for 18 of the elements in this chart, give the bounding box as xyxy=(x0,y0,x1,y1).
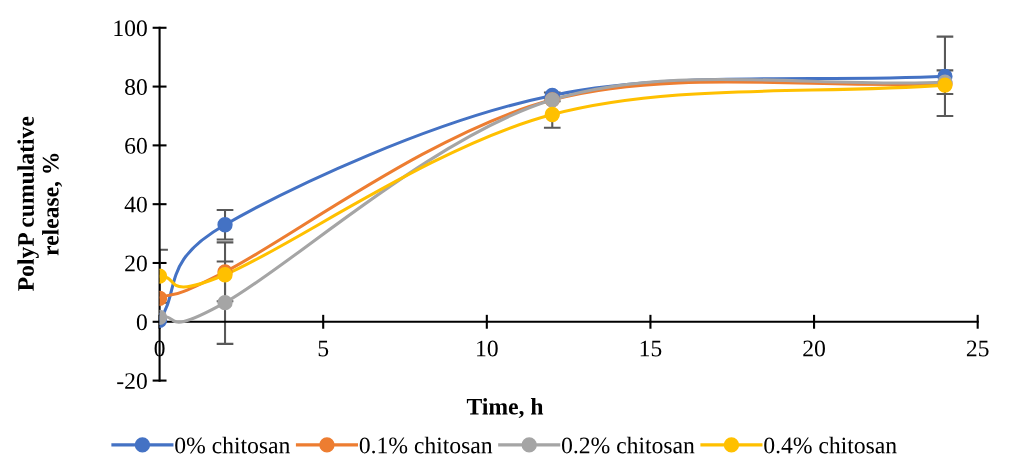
y-axis-title: PolyP cumulative release, % xyxy=(17,116,63,291)
legend-label: 0.4% chitosan xyxy=(764,436,897,454)
y-tick-label: 60 xyxy=(125,137,147,154)
x-tick-label: 5 xyxy=(318,340,329,357)
y-tick-label: 80 xyxy=(125,79,147,96)
legend-label: 0.1% chitosan xyxy=(359,436,493,454)
y-tick-label: 0 xyxy=(136,314,147,331)
x-tick-label: 25 xyxy=(966,340,989,357)
y-tick-label: 40 xyxy=(124,196,147,213)
x-tick-label: 20 xyxy=(803,340,825,357)
x-tick-label: 15 xyxy=(640,340,662,357)
x-tick-label: 10 xyxy=(477,340,498,357)
y-tick-label: 100 xyxy=(114,20,147,37)
y-tick-label: 20 xyxy=(125,255,147,272)
y-tick-label: -20 xyxy=(117,373,147,390)
x-axis-title: Time, h xyxy=(466,398,544,419)
legend-label: 0.2% chitosan xyxy=(561,436,695,454)
legend-label: 0% chitosan xyxy=(175,436,290,454)
